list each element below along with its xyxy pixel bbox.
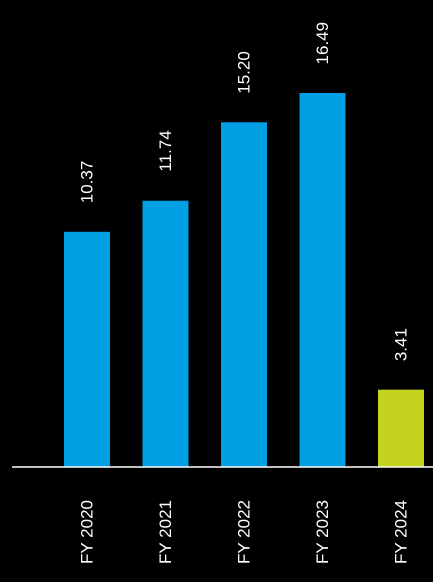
value-label-fy-2021: 11.74 (156, 130, 175, 171)
category-label-fy-2023: FY 2023 (313, 500, 332, 564)
bar-fy-2022 (221, 122, 267, 467)
value-labels-group: 10.37 11.74 15.20 16.49 3.41 (78, 22, 411, 361)
bars-group (64, 93, 424, 468)
category-label-fy-2021: FY 2021 (156, 500, 175, 564)
value-label-fy-2023: 16.49 (313, 22, 332, 65)
category-label-fy-2022: FY 2022 (235, 500, 254, 564)
value-label-fy-2020: 10.37 (78, 161, 97, 204)
bar-fy-2023 (299, 93, 346, 467)
category-label-fy-2024: FY 2024 (392, 500, 411, 564)
category-labels-group: FY 2020 FY 2021 FY 2022 FY 2023 FY 2024 (78, 500, 411, 564)
bar-fy-2020 (64, 231, 110, 467)
category-label-fy-2020: FY 2020 (78, 500, 97, 564)
value-label-fy-2022: 15.20 (235, 51, 254, 94)
bar-fy-2021 (142, 200, 189, 468)
bar-fy-2024 (378, 389, 424, 467)
value-label-fy-2024: 3.41 (392, 328, 411, 361)
